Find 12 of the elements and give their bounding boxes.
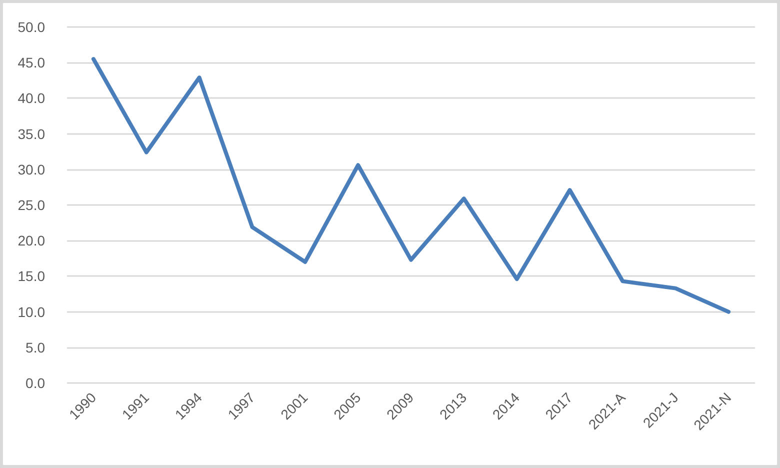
y-tick-label: 5.0	[26, 339, 46, 356]
y-tick-label: 35.0	[18, 126, 46, 142]
y-tick-label: 30.0	[18, 161, 46, 178]
y-tick-label: 10.0	[18, 304, 46, 320]
y-tick-label: 25.0	[18, 197, 46, 213]
y-tick-label: 0.0	[26, 375, 46, 391]
y-tick-label: 20.0	[18, 232, 46, 249]
y-tick-label: 40.0	[18, 90, 46, 106]
y-tick-label: 45.0	[18, 54, 46, 71]
y-tick-label: 50.0	[18, 19, 46, 35]
line-series	[91, 57, 731, 314]
y-tick-label: 15.0	[18, 268, 46, 284]
